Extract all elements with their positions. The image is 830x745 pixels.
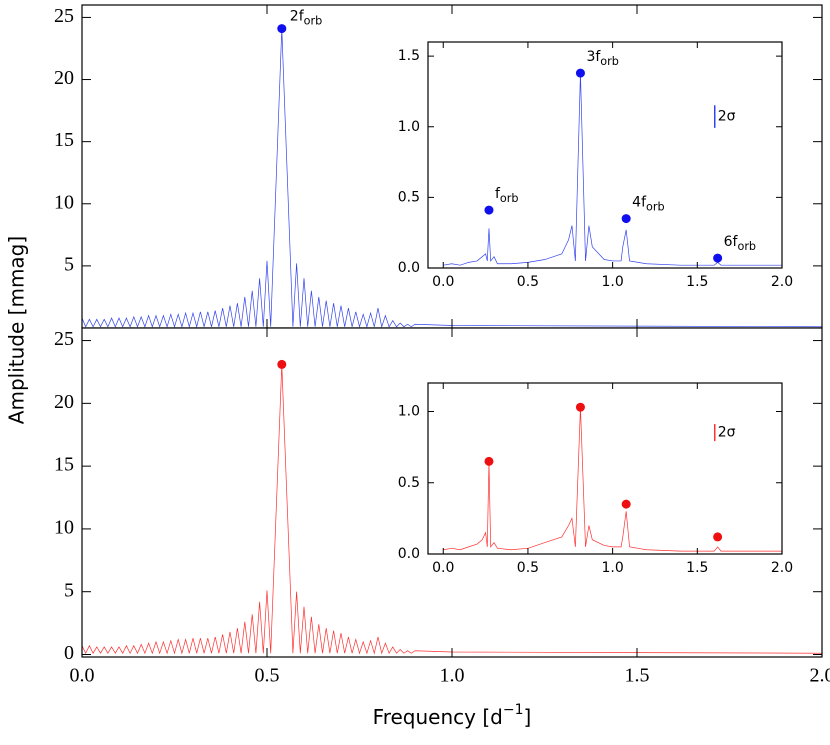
y-tick-label: 0: [64, 642, 74, 664]
x-tick-label: 0.5: [255, 665, 280, 687]
peak-marker: [575, 402, 585, 412]
x-tick-label: 1.0: [601, 560, 623, 576]
peak-marker: [713, 532, 723, 542]
x-tick-label: 1.5: [625, 665, 650, 687]
spectrum-line: [82, 364, 822, 655]
peak-marker: [713, 253, 723, 263]
peak-label: 4forb: [632, 195, 664, 214]
y-tick-label: 5: [64, 253, 74, 275]
peak-marker: [277, 359, 287, 369]
y-tick-label: 15: [54, 129, 74, 151]
peak-label-text: 4f: [632, 195, 647, 211]
peak-label-sub: orb: [500, 192, 519, 205]
plot-area: [428, 42, 782, 268]
peak-marker: [575, 68, 585, 78]
peak-marker: [621, 499, 631, 509]
x-axis-label-sup: −1: [503, 702, 524, 718]
frame: [81, 327, 823, 658]
peak-label: 6forb: [724, 234, 756, 253]
x-tick-label: 1.0: [601, 274, 623, 290]
x-tick-label: 1.5: [686, 560, 708, 576]
x-tick-label: 2.0: [771, 560, 793, 576]
y-tick-label: 0.5: [398, 475, 420, 491]
peak-label-text: 2f: [290, 9, 305, 25]
peak-label: 2forb: [290, 9, 322, 28]
x-tick-label: 0.0: [432, 274, 454, 290]
spectrum-line: [82, 28, 822, 328]
panel: 0.0 0.5 1.0 1.5 2.00.00.51.01.5forb3forb4for…: [398, 41, 793, 290]
peak-marker: [621, 214, 631, 224]
peak-marker: [484, 456, 494, 466]
y-tick-label: 10: [54, 191, 74, 213]
x-tick-label: 0.5: [517, 560, 539, 576]
x-tick-label: 0.0: [432, 560, 454, 576]
peak-marker: [484, 205, 494, 215]
peak-label-sub: orb: [600, 55, 619, 68]
y-axis-label: Amplitude [mmag]: [5, 236, 29, 424]
y-tick-label: 25: [54, 5, 74, 27]
frame: [427, 382, 783, 555]
peak-label: forb: [495, 186, 518, 205]
y-tick-label: 20: [54, 67, 74, 89]
peak-label-sub: orb: [646, 201, 665, 214]
y-tick-label: 20: [54, 391, 74, 413]
error-bar-label: 2σ: [718, 425, 736, 441]
y-tick-label: 15: [54, 454, 74, 476]
x-tick-label: 1.5: [686, 274, 708, 290]
y-tick-label: 25: [54, 328, 74, 350]
y-tick-label: 0.5: [398, 189, 420, 205]
peak-label-sub: orb: [737, 240, 756, 253]
peak-label-sub: orb: [304, 15, 323, 28]
plot-area: [428, 383, 782, 554]
peak-label-text: 6f: [724, 234, 739, 250]
frame: [427, 41, 783, 269]
error-bar-label: 2σ: [718, 109, 736, 125]
panel: 0.0 0.5 1.0 1.5 2.0 0.0 0.5 1.0 2σ: [398, 382, 793, 576]
peak-label-text: 3f: [586, 49, 601, 65]
x-axis-label: Frequency [d−1]: [373, 702, 532, 729]
y-tick-label: 1.5: [398, 48, 420, 64]
x-tick-label: 1.0: [440, 665, 465, 687]
x-axis-label-text: Frequency [d: [373, 705, 503, 729]
y-tick-label: 5: [64, 579, 74, 601]
x-tick-label: 2.0: [771, 274, 793, 290]
y-tick-label: 10: [54, 517, 74, 539]
y-tick-label: 0.0: [398, 260, 420, 276]
x-axis-label-tail: ]: [524, 705, 532, 729]
y-tick-label: 1.0: [398, 404, 420, 420]
peak-marker: [277, 24, 287, 34]
x-tick-label: 0.5: [517, 274, 539, 290]
peak-label: 3forb: [586, 49, 618, 68]
spectrum-line: [443, 73, 782, 266]
x-tick-label: 0.0: [70, 665, 95, 687]
y-tick-label: 1.0: [398, 119, 420, 135]
x-tick-label: 2.0: [810, 665, 830, 687]
spectrum-line: [443, 407, 782, 552]
y-tick-label: 0.0: [398, 546, 420, 562]
peak-label-text: f: [495, 186, 501, 202]
